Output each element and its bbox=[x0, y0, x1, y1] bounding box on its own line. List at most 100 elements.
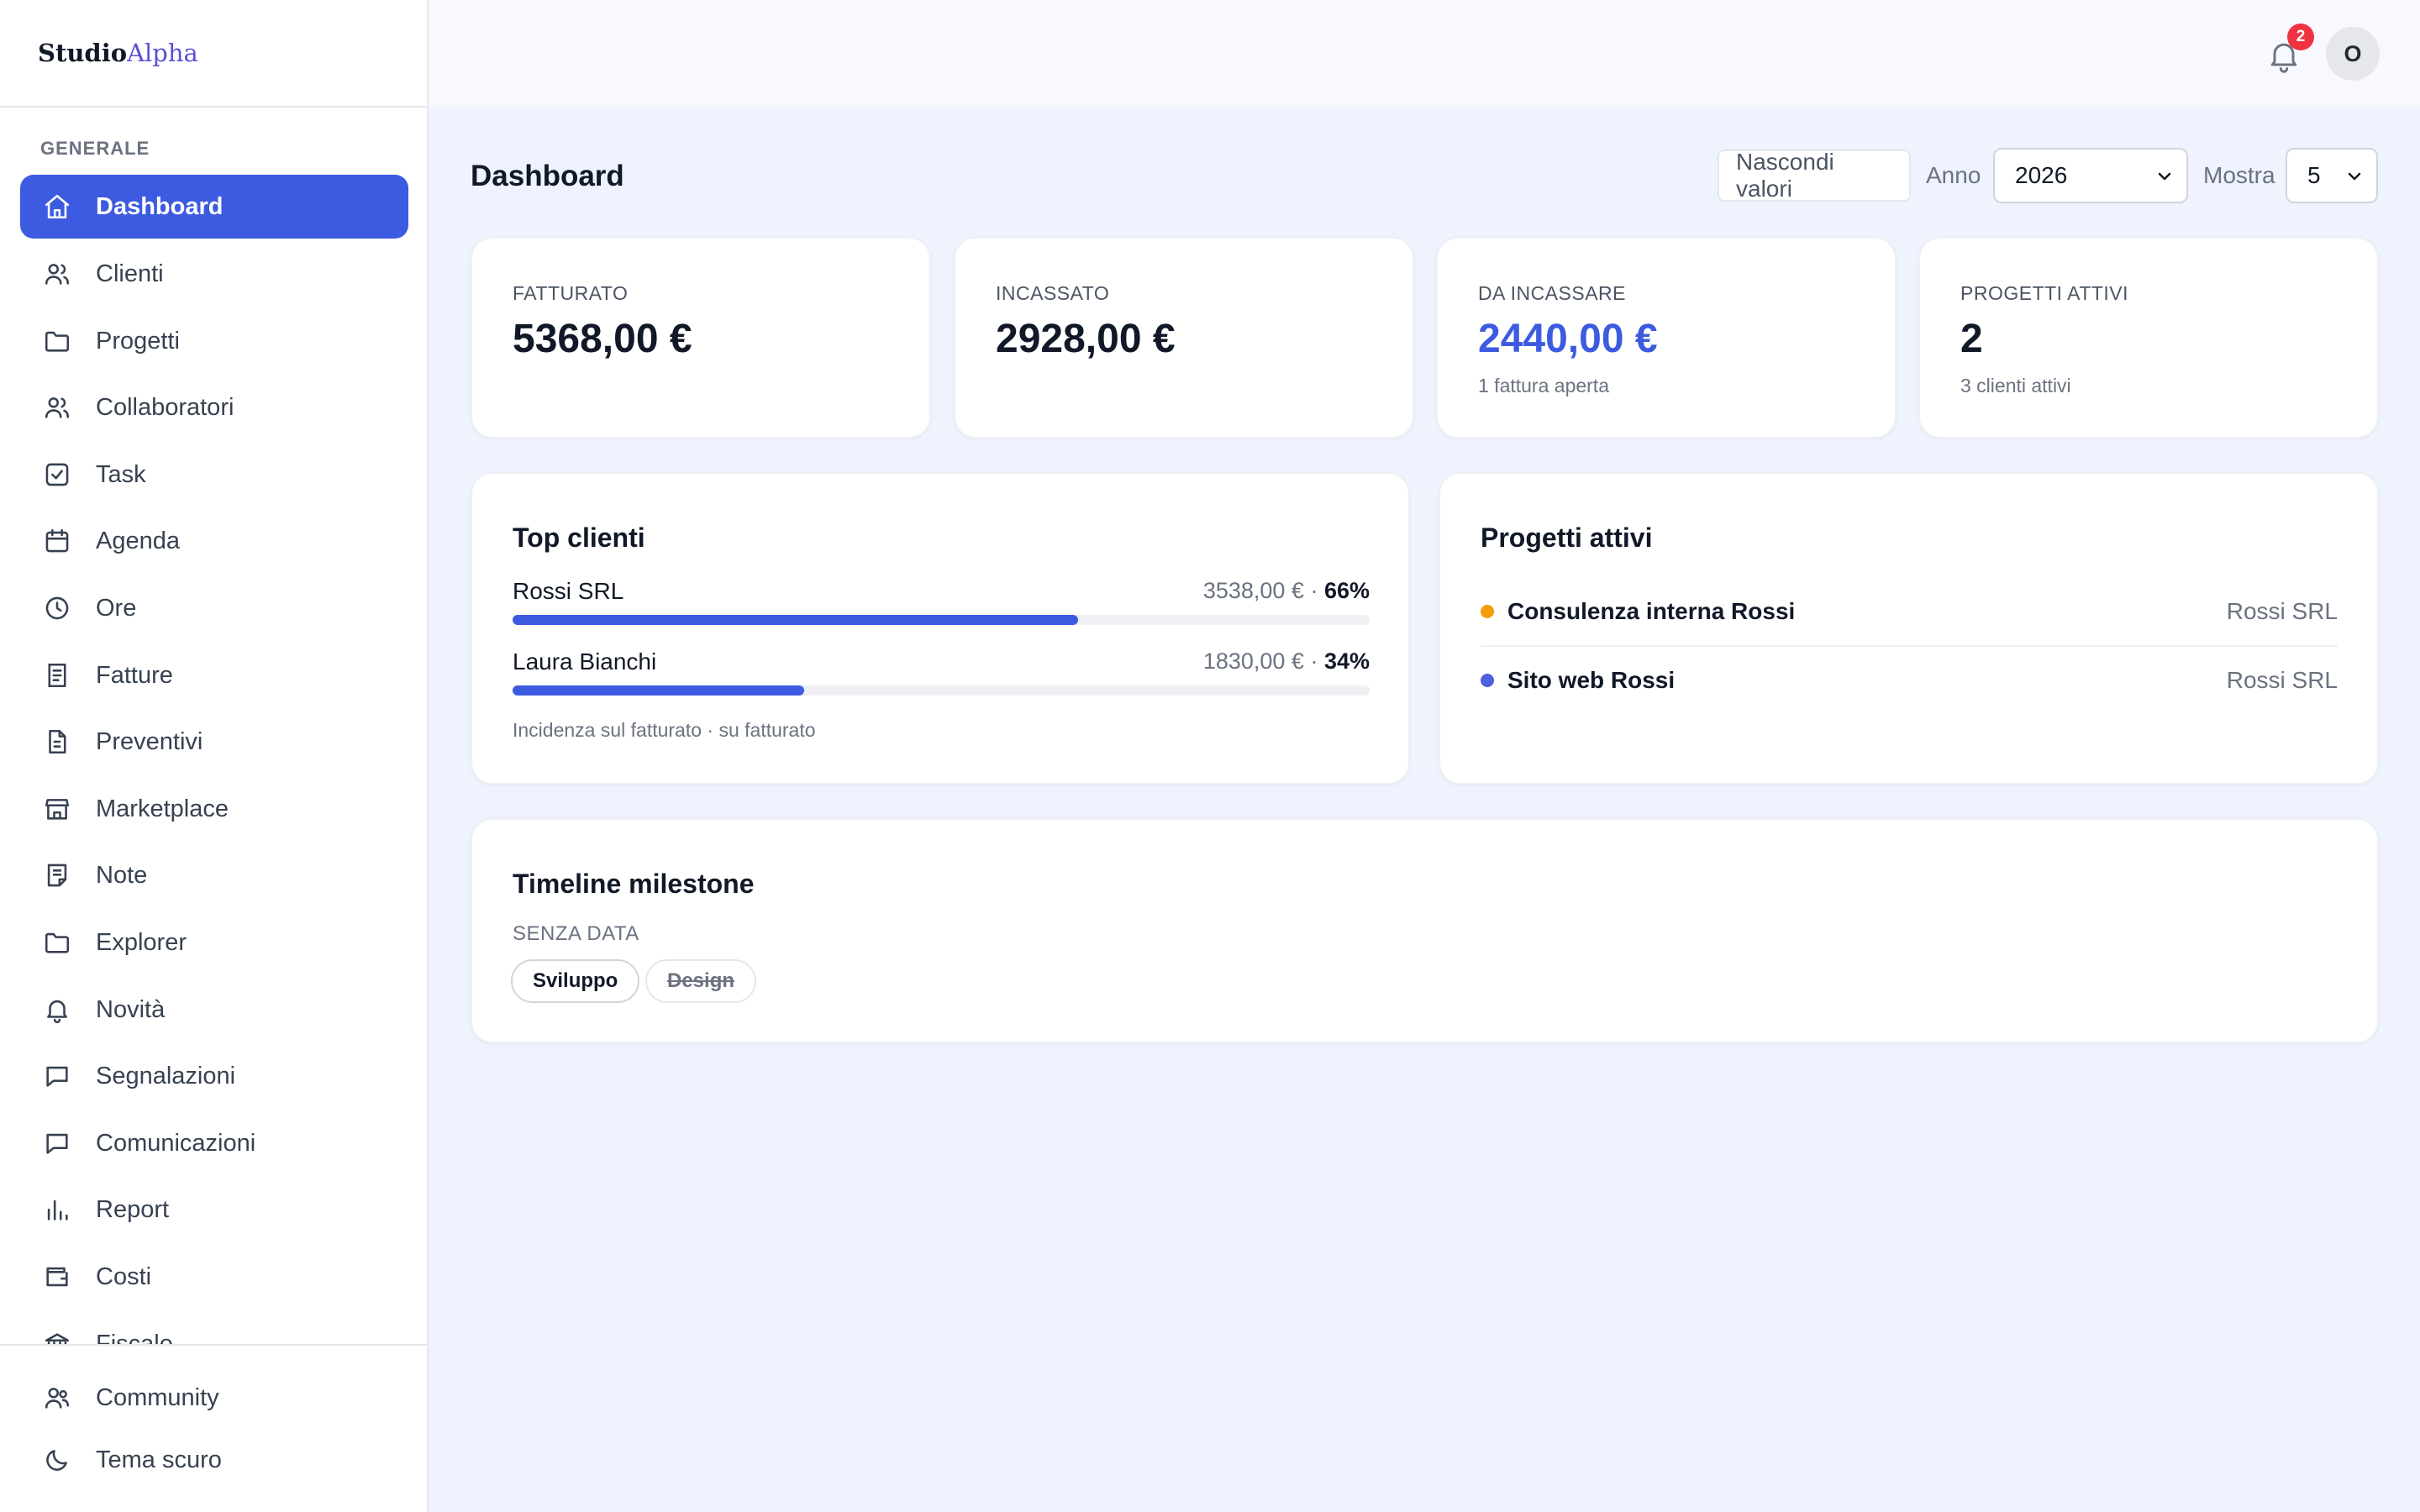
kpi-label: PROGETTI ATTIVI bbox=[1960, 282, 2129, 304]
kpi-card-progetti-attivi: PROGETTI ATTIVI 2 3 clienti attivi bbox=[1918, 237, 2379, 438]
sidebar-item-note[interactable]: Note bbox=[20, 843, 408, 907]
checkbox-icon bbox=[42, 459, 72, 490]
sidebar-item-label: Fiscale bbox=[96, 1330, 173, 1348]
sidebar-item-label: Agenda bbox=[96, 527, 180, 554]
card-title: Top clienti bbox=[513, 522, 645, 553]
sidebar: Studio Alpha GENERALE Dashboard Clienti P… bbox=[0, 0, 429, 1512]
message-icon bbox=[42, 1128, 72, 1158]
kpi-card-fatturato: FATTURATO 5368,00 € bbox=[471, 237, 931, 438]
kpi-value: 2 bbox=[1960, 317, 1983, 361]
client-percent: 66% bbox=[1323, 578, 1370, 603]
card-title: Progetti attivi bbox=[1481, 522, 1653, 553]
sidebar-item-label: Explorer bbox=[96, 928, 187, 956]
project-client: Rossi SRL bbox=[2226, 598, 2338, 624]
user-avatar[interactable]: O bbox=[2326, 27, 2380, 81]
sidebar-item-marketplace[interactable]: Marketplace bbox=[20, 777, 408, 841]
sidebar-item-label: Preventivi bbox=[96, 727, 203, 755]
dark-theme-toggle[interactable]: Tema scuro bbox=[20, 1428, 408, 1492]
sidebar-item-report[interactable]: Report bbox=[20, 1178, 408, 1242]
bar-chart-icon bbox=[42, 1194, 72, 1225]
sidebar-item-fatture[interactable]: Fatture bbox=[20, 643, 408, 707]
note-icon bbox=[42, 860, 72, 890]
sidebar-item-collaboratori[interactable]: Collaboratori bbox=[20, 375, 408, 439]
sidebar-item-preventivi[interactable]: Preventivi bbox=[20, 710, 408, 774]
sidebar-item-novita[interactable]: Novità bbox=[20, 978, 408, 1042]
calendar-icon bbox=[42, 526, 72, 556]
notifications-bell-icon[interactable] bbox=[2265, 37, 2302, 74]
project-status-dot bbox=[1481, 674, 1494, 687]
file-icon bbox=[42, 727, 72, 757]
sidebar-item-costi[interactable]: Costi bbox=[20, 1245, 408, 1309]
sidebar-item-label: Comunicazioni bbox=[96, 1129, 256, 1157]
client-share-bar-fill bbox=[513, 685, 804, 696]
sidebar-footer: Community Tema scuro bbox=[0, 1344, 427, 1512]
nav-section-label: GENERALE bbox=[40, 138, 150, 159]
sidebar-item-label: Progetti bbox=[96, 327, 180, 354]
client-share-bar bbox=[513, 615, 1370, 625]
sidebar-item-label: Fatture bbox=[96, 661, 173, 689]
sidebar-item-task[interactable]: Task bbox=[20, 443, 408, 507]
sidebar-item-label: Tema scuro bbox=[96, 1446, 222, 1473]
milestone-tag[interactable]: Sviluppo bbox=[511, 959, 640, 1003]
users-icon bbox=[42, 392, 72, 423]
chevron-down-icon bbox=[2158, 172, 2171, 181]
users-icon bbox=[42, 1383, 72, 1413]
store-icon bbox=[42, 794, 72, 824]
sidebar-item-clienti[interactable]: Clienti bbox=[20, 242, 408, 306]
client-share-bar-fill bbox=[513, 615, 1079, 625]
sidebar-item-ore[interactable]: Ore bbox=[20, 576, 408, 640]
brand-name-part2: Alpha bbox=[127, 39, 198, 67]
sidebar-item-label: Clienti bbox=[96, 260, 164, 287]
project-row[interactable]: Consulenza interna Rossi Rossi SRL bbox=[1481, 578, 2338, 647]
project-name: Sito web Rossi bbox=[1507, 667, 1676, 693]
sidebar-item-dashboard[interactable]: Dashboard bbox=[20, 175, 408, 239]
sidebar-item-agenda[interactable]: Agenda bbox=[20, 509, 408, 573]
year-select-value: 2026 bbox=[2015, 162, 2068, 188]
card-footnote: Incidenza sul fatturato · su fatturato bbox=[513, 719, 816, 741]
show-label: Mostra bbox=[2203, 162, 2275, 188]
client-amount: 1830,00 € · 34% bbox=[1202, 648, 1370, 674]
kpi-card-incassato: INCASSATO 2928,00 € bbox=[954, 237, 1414, 438]
sidebar-item-community[interactable]: Community bbox=[20, 1366, 408, 1430]
kpi-label: FATTURATO bbox=[513, 282, 629, 304]
chevron-down-icon bbox=[2348, 172, 2361, 181]
brand-name-part1: Studio bbox=[38, 39, 128, 67]
show-count-select[interactable]: 5 bbox=[2286, 148, 2378, 203]
sidebar-item-segnalazioni[interactable]: Segnalazioni bbox=[20, 1044, 408, 1108]
milestone-timeline-card: Timeline milestone SENZA DATA Sviluppo D… bbox=[471, 818, 2379, 1043]
sidebar-item-explorer[interactable]: Explorer bbox=[20, 911, 408, 974]
client-amount: 3538,00 € · 66% bbox=[1202, 578, 1370, 603]
project-row[interactable]: Sito web Rossi Rossi SRL bbox=[1481, 647, 2338, 716]
client-name: Rossi SRL bbox=[513, 578, 624, 604]
kpi-value: 2928,00 € bbox=[996, 317, 1176, 361]
milestone-tag-done[interactable]: Design bbox=[645, 959, 757, 1003]
sidebar-nav: Dashboard Clienti Progetti Collaboratori… bbox=[0, 171, 427, 1347]
message-icon bbox=[42, 1061, 72, 1091]
sidebar-item-label: Note bbox=[96, 861, 148, 889]
topbar bbox=[429, 0, 2420, 108]
client-percent: 34% bbox=[1323, 648, 1370, 674]
notifications-badge: 2 bbox=[2287, 24, 2314, 50]
kpi-label: DA INCASSARE bbox=[1478, 282, 1626, 304]
hide-values-button[interactable]: Nascondi valori bbox=[1718, 149, 1911, 202]
invoice-icon bbox=[42, 660, 72, 690]
card-title: Timeline milestone bbox=[513, 869, 755, 899]
clock-icon bbox=[42, 593, 72, 623]
active-projects-card: Progetti attivi Consulenza interna Rossi… bbox=[1439, 472, 2379, 785]
project-status-dot bbox=[1481, 605, 1494, 618]
sidebar-item-label: Community bbox=[96, 1383, 219, 1411]
milestone-section-label: SENZA DATA bbox=[513, 922, 639, 945]
show-count-value: 5 bbox=[2307, 162, 2321, 188]
client-name: Laura Bianchi bbox=[513, 648, 657, 675]
year-select[interactable]: 2026 bbox=[1993, 148, 2188, 203]
sidebar-item-fiscale[interactable]: Fiscale bbox=[20, 1312, 408, 1347]
brand-logo[interactable]: Studio Alpha bbox=[0, 0, 427, 108]
top-clients-card: Top clienti Rossi SRL 3538,00 € · 66% La… bbox=[471, 472, 1410, 785]
project-client: Rossi SRL bbox=[2226, 667, 2338, 693]
sidebar-item-comunicazioni[interactable]: Comunicazioni bbox=[20, 1111, 408, 1175]
sidebar-item-label: Task bbox=[96, 460, 146, 488]
sidebar-item-progetti[interactable]: Progetti bbox=[20, 309, 408, 373]
client-share-bar bbox=[513, 685, 1370, 696]
wallet-icon bbox=[42, 1262, 72, 1292]
sidebar-item-label: Ore bbox=[96, 594, 137, 622]
